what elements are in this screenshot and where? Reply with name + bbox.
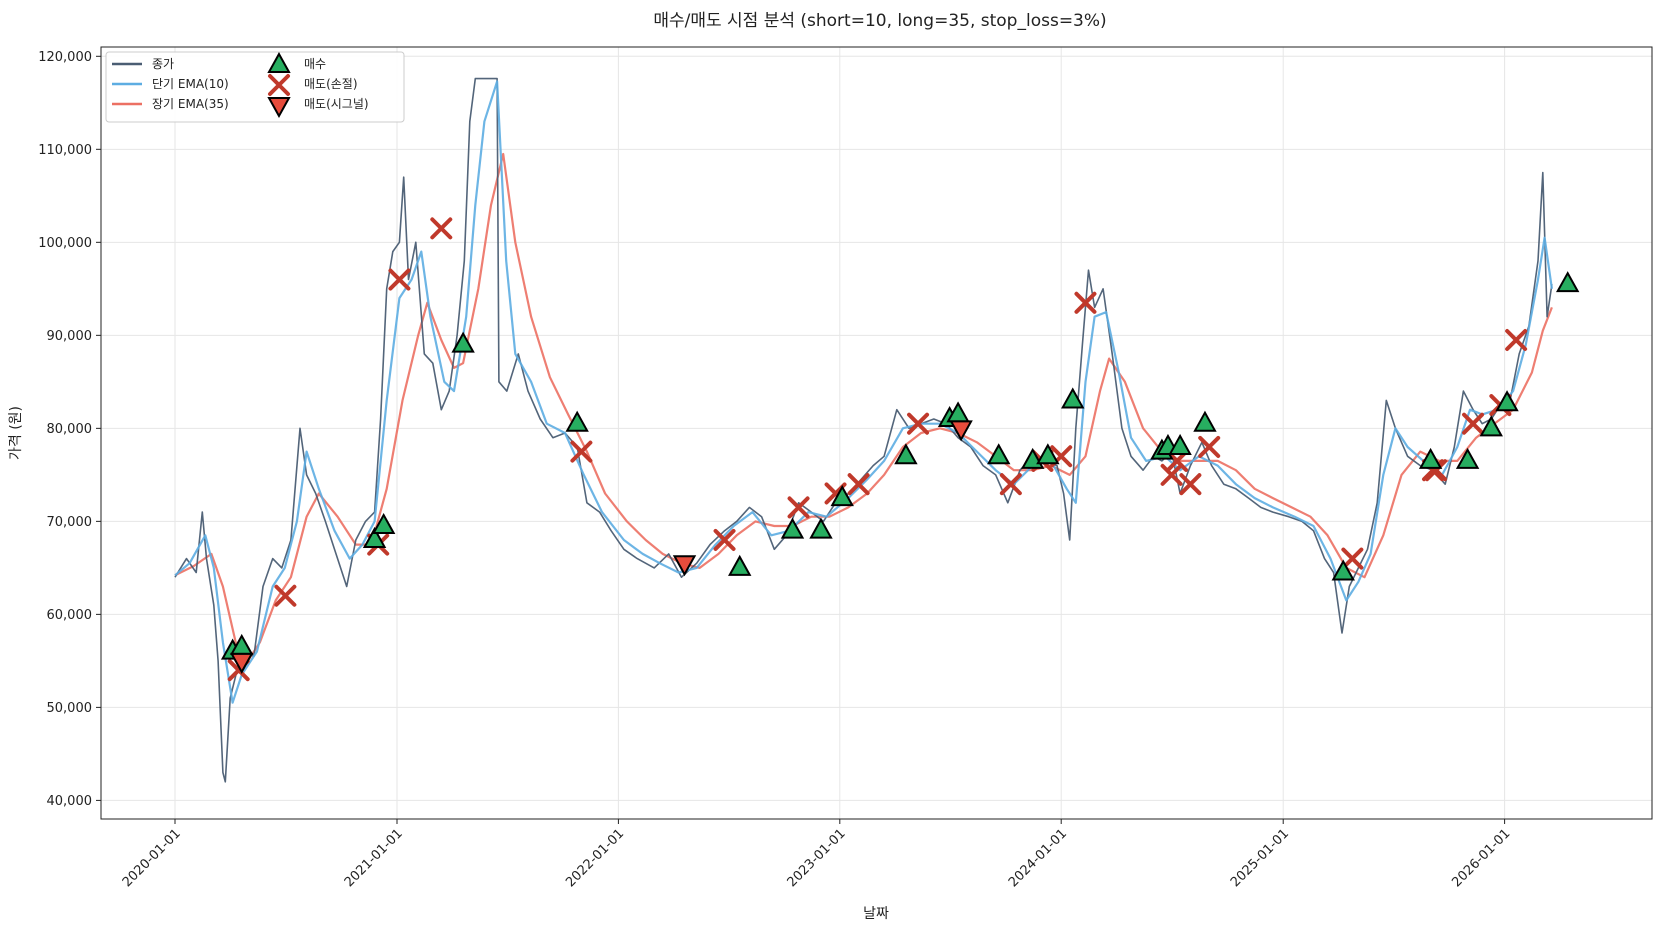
legend-label: 매수 <box>304 57 326 71</box>
grid-lines <box>101 47 1652 819</box>
legend-label: 매도(시그널) <box>304 97 369 111</box>
stop-loss-sell-marker <box>787 496 810 519</box>
stop-loss-sell-marker <box>713 528 736 551</box>
buy-marker <box>1036 443 1060 465</box>
stop-loss-sell-marker <box>999 473 1022 496</box>
legend-label: 매도(손절) <box>304 77 358 91</box>
stop-loss-sell-marker <box>907 412 930 435</box>
legend-swatch-sell-signal <box>267 97 291 119</box>
buy-marker <box>780 517 805 539</box>
y-tick-label: 40,000 <box>47 794 93 809</box>
x-axis-label: 날짜 <box>863 906 889 922</box>
y-axis-label: 가격 (원) <box>8 406 24 460</box>
stop-loss-sell-marker <box>388 268 411 291</box>
stop-loss-sell-marker <box>1160 463 1183 486</box>
stop-loss-sell-marker <box>1462 412 1485 435</box>
legend-swatch-sell-stop <box>268 74 290 96</box>
y-tick-label: 100,000 <box>38 236 92 251</box>
buy-marker <box>371 512 396 535</box>
buy-marker <box>830 485 854 507</box>
series-line-ema-long <box>174 152 1553 663</box>
buy-marker <box>1455 447 1480 469</box>
legend-label: 장기 EMA(35) <box>152 97 229 111</box>
chart-title: 매수/매도 시점 분석 (short=10, long=35, stop_los… <box>653 11 1106 31</box>
signal-sell-marker <box>949 420 973 442</box>
y-tick-label: 110,000 <box>38 143 92 158</box>
y-tick-label: 70,000 <box>47 515 93 530</box>
legend-label: 단기 EMA(10) <box>152 77 229 91</box>
buy-marker <box>565 410 589 432</box>
y-tick-label: 120,000 <box>38 50 92 65</box>
stop-loss-sell-marker <box>570 440 593 463</box>
stop-loss-sell-marker <box>1179 473 1202 496</box>
buy-marker <box>809 517 833 539</box>
buy-marker <box>894 443 918 465</box>
y-tick-label: 50,000 <box>47 701 93 716</box>
stop-loss-sell-marker <box>1074 291 1097 314</box>
series-line-ema-short <box>174 80 1553 704</box>
buy-marker <box>1418 447 1443 469</box>
buy-marker <box>1193 410 1217 432</box>
buy-marker <box>1479 415 1503 437</box>
legend-label: 종가 <box>152 57 174 71</box>
legend-swatch-buy <box>267 51 291 73</box>
buy-marker <box>1495 390 1519 412</box>
y-tick-label: 80,000 <box>47 422 93 437</box>
stop-loss-sell-marker <box>430 217 453 240</box>
stop-loss-sell-marker <box>274 584 297 607</box>
y-axis-ticks: 40,000 50,000 60,000 70,000 80,000 90,000 100,… <box>38 50 101 809</box>
stop-loss-sell-marker <box>1505 328 1528 351</box>
legend-box <box>105 51 405 123</box>
stop-loss-sell-marker <box>1198 435 1221 458</box>
signal-sell-marker <box>230 652 254 674</box>
buy-marker <box>987 443 1011 465</box>
y-tick-label: 60,000 <box>47 608 93 623</box>
y-tick-label: 90,000 <box>47 329 93 344</box>
stop-loss-sell-marker <box>1341 547 1364 570</box>
buy-marker <box>728 554 752 576</box>
buy-marker <box>1168 433 1192 455</box>
plot-frame <box>100 46 1653 820</box>
signal-sell-marker <box>672 555 697 577</box>
buy-marker <box>362 526 387 548</box>
stop-loss-sell-marker <box>847 473 870 496</box>
marker-layer <box>220 217 1580 682</box>
buy-marker <box>1061 387 1085 409</box>
buy-marker <box>1331 559 1355 581</box>
buy-marker <box>1555 271 1580 293</box>
buy-marker <box>451 331 475 353</box>
